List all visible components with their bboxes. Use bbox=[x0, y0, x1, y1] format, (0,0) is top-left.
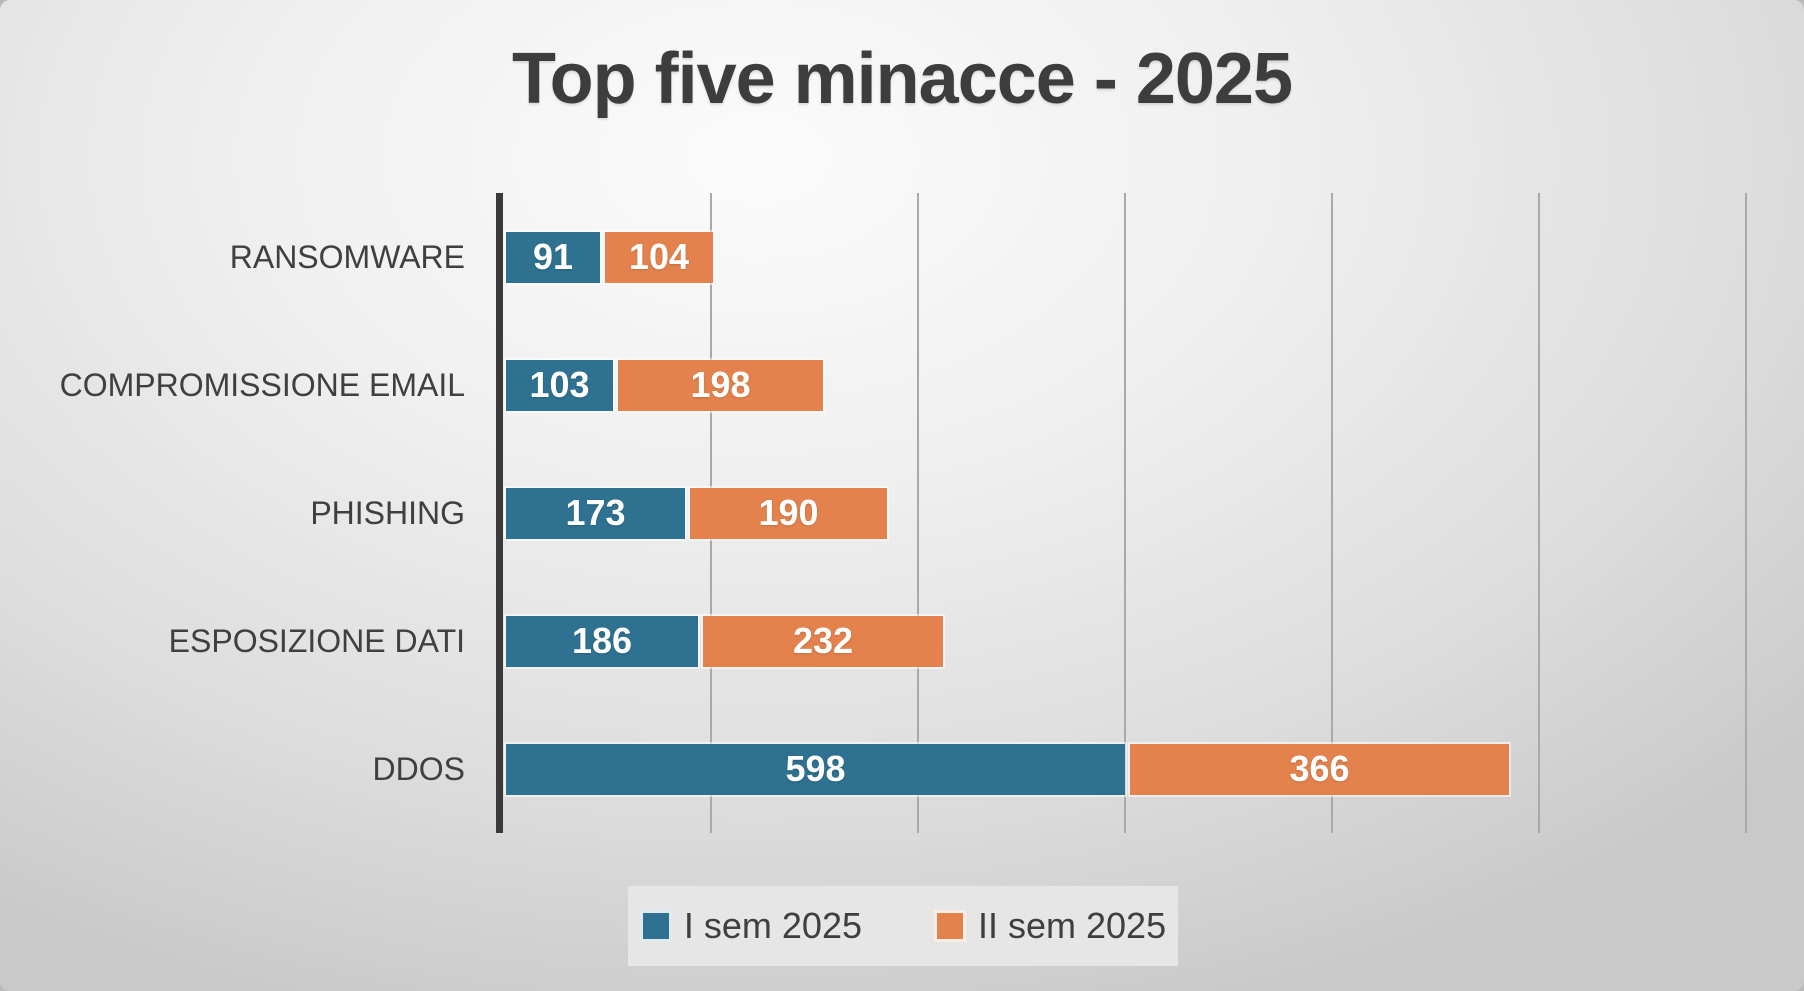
bar-segment: 198 bbox=[618, 359, 823, 411]
value-label: 91 bbox=[532, 236, 574, 277]
legend-item: II sem 2025 bbox=[934, 905, 1166, 947]
gridline-600 bbox=[1124, 193, 1126, 833]
value-label: 104 bbox=[628, 236, 690, 277]
bar-row: RANSOMWARE 91 104 bbox=[230, 193, 1750, 321]
bar-segment: 598 bbox=[506, 743, 1125, 795]
bar-segment: 173 bbox=[506, 487, 685, 539]
gridline-1000 bbox=[1538, 193, 1540, 833]
chart-title: Top five minacce - 2025 bbox=[511, 39, 1293, 119]
bar-row: DDOS 598 366 bbox=[373, 705, 1750, 833]
bar-segment: 91 bbox=[506, 231, 600, 283]
value-label: 173 bbox=[565, 492, 626, 533]
bar-row: PHISHING 173 190 bbox=[310, 449, 1750, 577]
legend-swatch-icon bbox=[639, 910, 672, 942]
bar-row: ESPOSIZIONE DATI 186 232 bbox=[169, 577, 1750, 705]
category-label: PHISHING bbox=[310, 494, 465, 531]
bar-segment: 103 bbox=[506, 359, 613, 411]
bar-segment: 190 bbox=[690, 487, 887, 539]
bar-segment: 186 bbox=[506, 615, 698, 667]
gridline-400 bbox=[917, 193, 919, 833]
plot-area: RANSOMWARE 91 104 COMPROMISSIONE EMAIL 103 19… bbox=[60, 193, 1750, 833]
legend-swatch-icon bbox=[934, 910, 966, 942]
bar-segment: 232 bbox=[703, 615, 943, 667]
stacked-bar: 173 190 bbox=[506, 487, 887, 539]
stacked-bar: 91 104 bbox=[506, 231, 713, 283]
value-label: 198 bbox=[690, 364, 751, 405]
legend: I sem 2025 II sem 2025 bbox=[628, 886, 1178, 966]
stacked-bar: 103 198 bbox=[506, 359, 823, 411]
value-label: 186 bbox=[571, 620, 633, 661]
legend-item: I sem 2025 bbox=[639, 905, 862, 947]
bar-segment: 104 bbox=[605, 231, 713, 283]
category-label: COMPROMISSIONE EMAIL bbox=[59, 366, 465, 403]
value-label: 366 bbox=[1289, 748, 1350, 789]
category-label: ESPOSIZIONE DATI bbox=[168, 622, 465, 659]
legend-label: II sem 2025 bbox=[978, 905, 1167, 946]
bar-segment: 366 bbox=[1130, 743, 1509, 795]
value-label: 190 bbox=[758, 492, 819, 533]
value-label: 598 bbox=[785, 748, 846, 789]
value-label: 103 bbox=[529, 364, 590, 405]
category-label: RANSOMWARE bbox=[229, 238, 465, 275]
category-label: DDOS bbox=[372, 750, 465, 787]
bar-row: COMPROMISSIONE EMAIL 103 198 bbox=[60, 321, 1750, 449]
category-axis-line bbox=[496, 193, 503, 833]
bar-rows: RANSOMWARE 91 104 COMPROMISSIONE EMAIL 103 19… bbox=[60, 193, 1750, 833]
stacked-bar: 186 232 bbox=[506, 615, 943, 667]
gridline-800 bbox=[1331, 193, 1333, 833]
stacked-bar: 598 366 bbox=[506, 743, 1509, 795]
legend-label: I sem 2025 bbox=[683, 905, 862, 946]
gridline-1200 bbox=[1745, 193, 1747, 833]
value-label: 232 bbox=[792, 620, 854, 661]
